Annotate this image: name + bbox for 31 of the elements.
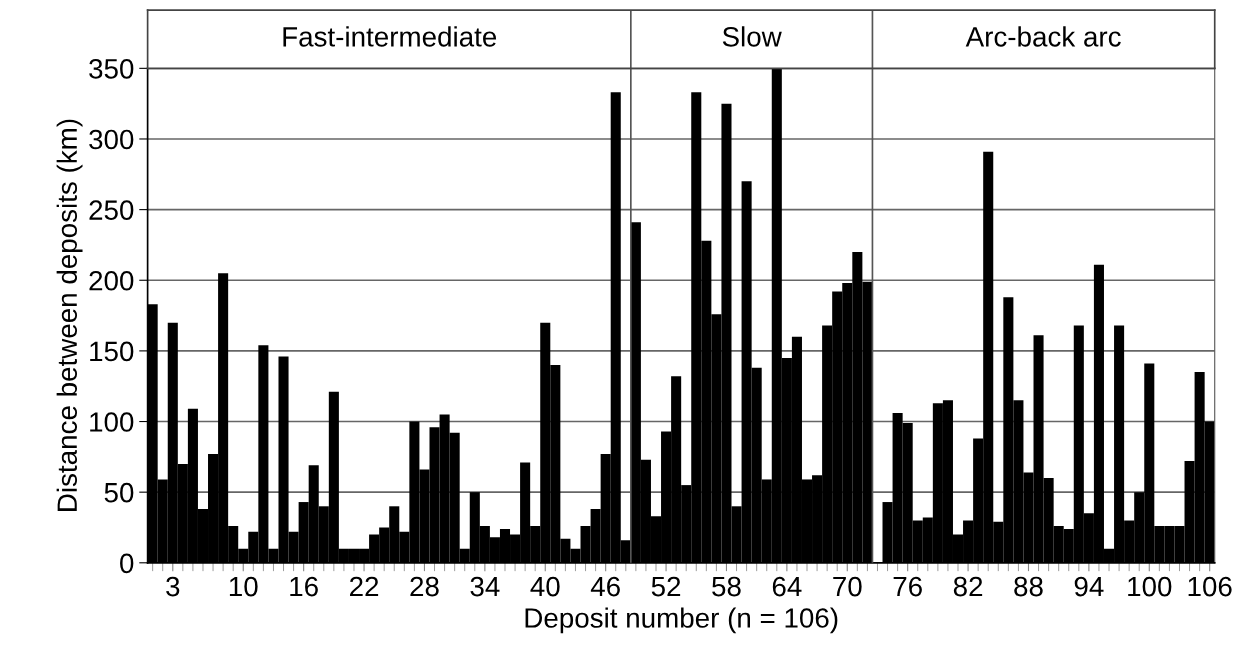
x-tick-label: 34 [470, 576, 500, 597]
x-tick-label: 10 [229, 576, 258, 597]
y-tick-label: 150 [90, 341, 134, 362]
x-tick-label: 3 [166, 576, 180, 597]
x-tick-label: 76 [893, 576, 922, 597]
text: Slow [722, 26, 782, 47]
x-tick-label: 16 [290, 576, 318, 597]
x-axis-title: Deposit number (n = 106) [525, 607, 838, 634]
x-tick-label: 64 [772, 576, 802, 597]
y-tick-label: 50 [104, 482, 134, 503]
text: Arc-back arc [965, 26, 1121, 47]
y-tick-label: 200 [89, 270, 134, 291]
x-tick-label: 100 [1128, 576, 1172, 597]
x-tick-label: 58 [712, 576, 741, 597]
y-tick-label: 350 [89, 59, 134, 79]
y-tick-label: 100 [90, 412, 134, 432]
x-tick-label: 88 [1014, 576, 1043, 597]
x-tick-label: 94 [1074, 576, 1104, 597]
x-tick-label: 40 [530, 576, 560, 597]
x-tick-label: 22 [350, 576, 379, 597]
x-tick-label: 82 [953, 576, 983, 597]
y-tick-label: 0 [120, 553, 134, 574]
text: Fast-intermediate [283, 26, 497, 47]
x-tick-label: 46 [590, 576, 620, 597]
y-tick-label: 300 [89, 129, 134, 150]
x-tick-label: 70 [833, 576, 862, 597]
y-axis-title: Distance between deposits (km) [56, 119, 83, 511]
x-tick-label: 106 [1188, 576, 1232, 597]
x-tick-label: 28 [410, 576, 439, 597]
x-tick-label: 52 [651, 576, 681, 597]
y-tick-label: 250 [89, 200, 134, 220]
